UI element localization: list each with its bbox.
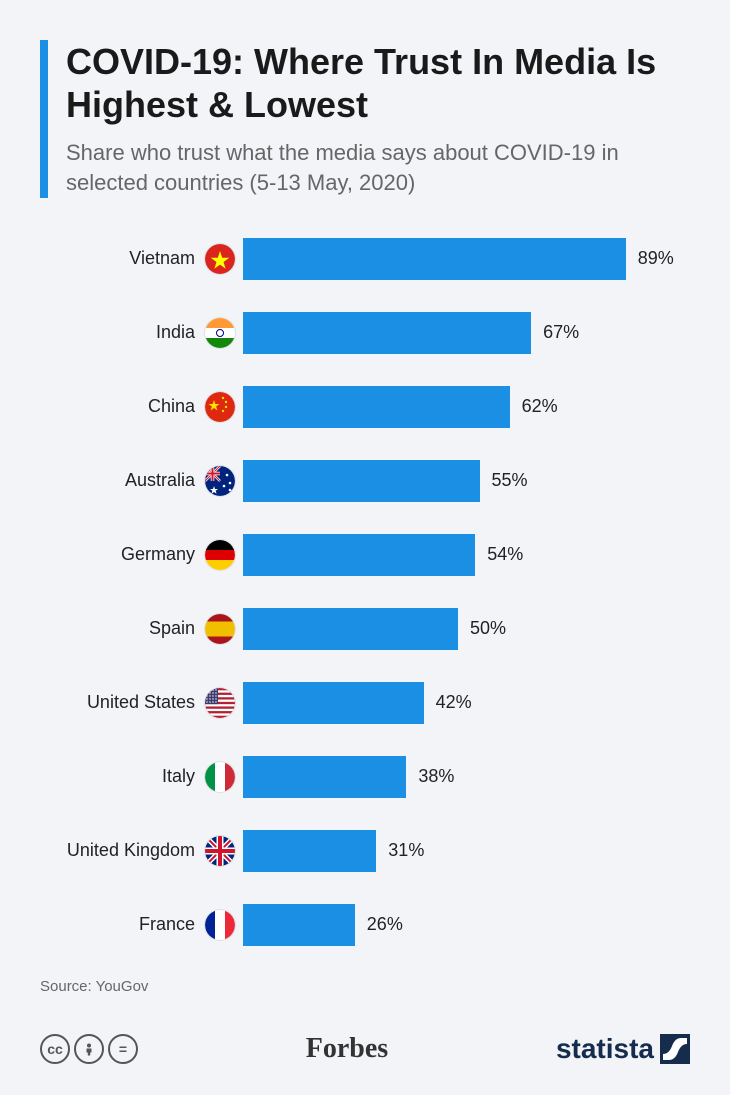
chart-row: Australia 55% bbox=[50, 460, 690, 502]
flag-icon bbox=[205, 244, 235, 274]
flag-icon bbox=[205, 910, 235, 940]
value-label: 67% bbox=[543, 322, 579, 343]
chart-row: China 62% bbox=[50, 386, 690, 428]
header: COVID-19: Where Trust In Media Is Highes… bbox=[40, 40, 690, 198]
bar-area: 54% bbox=[243, 534, 690, 576]
bar-area: 89% bbox=[243, 238, 690, 280]
value-label: 38% bbox=[418, 766, 454, 787]
flag-icon bbox=[205, 614, 235, 644]
chart-row: United States 42% bbox=[50, 682, 690, 724]
bar bbox=[243, 756, 406, 798]
country-label: United Kingdom bbox=[50, 840, 205, 861]
bar bbox=[243, 682, 424, 724]
country-label: China bbox=[50, 396, 205, 417]
bar-chart: Vietnam 89% India 67% China 62% Australi… bbox=[50, 238, 690, 946]
bar-area: 55% bbox=[243, 460, 690, 502]
nd-icon: = bbox=[108, 1034, 138, 1064]
bar bbox=[243, 534, 475, 576]
value-label: 31% bbox=[388, 840, 424, 861]
flag-icon bbox=[205, 318, 235, 348]
country-label: Spain bbox=[50, 618, 205, 639]
bar bbox=[243, 608, 458, 650]
bar-area: 26% bbox=[243, 904, 690, 946]
value-label: 55% bbox=[492, 470, 528, 491]
flag-icon bbox=[205, 836, 235, 866]
chart-title: COVID-19: Where Trust In Media Is Highes… bbox=[66, 40, 690, 126]
flag-icon bbox=[205, 392, 235, 422]
country-label: France bbox=[50, 914, 205, 935]
by-icon bbox=[74, 1034, 104, 1064]
bar-area: 67% bbox=[243, 312, 690, 354]
value-label: 89% bbox=[638, 248, 674, 269]
accent-bar bbox=[40, 40, 48, 198]
value-label: 26% bbox=[367, 914, 403, 935]
source-label: Source: YouGov bbox=[40, 978, 690, 995]
footer: cc = Forbes statista bbox=[40, 1033, 690, 1065]
bar bbox=[243, 238, 626, 280]
chart-subtitle: Share who trust what the media says abou… bbox=[66, 138, 690, 197]
chart-row: Vietnam 89% bbox=[50, 238, 690, 280]
bar-area: 31% bbox=[243, 830, 690, 872]
flag-icon bbox=[205, 688, 235, 718]
country-label: Vietnam bbox=[50, 248, 205, 269]
statista-icon bbox=[660, 1034, 690, 1064]
bar bbox=[243, 312, 531, 354]
bar bbox=[243, 904, 355, 946]
bar bbox=[243, 460, 480, 502]
value-label: 54% bbox=[487, 544, 523, 565]
cc-icon: cc bbox=[40, 1034, 70, 1064]
country-label: United States bbox=[50, 692, 205, 713]
flag-icon bbox=[205, 762, 235, 792]
chart-row: Italy 38% bbox=[50, 756, 690, 798]
bar-area: 38% bbox=[243, 756, 690, 798]
chart-row: United Kingdom 31% bbox=[50, 830, 690, 872]
bar bbox=[243, 830, 376, 872]
chart-row: India 67% bbox=[50, 312, 690, 354]
bar-area: 42% bbox=[243, 682, 690, 724]
country-label: India bbox=[50, 322, 205, 343]
country-label: Italy bbox=[50, 766, 205, 787]
value-label: 50% bbox=[470, 618, 506, 639]
value-label: 42% bbox=[436, 692, 472, 713]
bar-area: 50% bbox=[243, 608, 690, 650]
chart-row: Germany 54% bbox=[50, 534, 690, 576]
cc-license-icons: cc = bbox=[40, 1034, 138, 1064]
forbes-logo: Forbes bbox=[306, 1033, 388, 1065]
chart-row: France 26% bbox=[50, 904, 690, 946]
country-label: Germany bbox=[50, 544, 205, 565]
bar bbox=[243, 386, 510, 428]
country-label: Australia bbox=[50, 470, 205, 491]
chart-row: Spain 50% bbox=[50, 608, 690, 650]
statista-logo: statista bbox=[556, 1033, 690, 1065]
flag-icon bbox=[205, 466, 235, 496]
bar-area: 62% bbox=[243, 386, 690, 428]
value-label: 62% bbox=[522, 396, 558, 417]
flag-icon bbox=[205, 540, 235, 570]
statista-text: statista bbox=[556, 1033, 654, 1065]
